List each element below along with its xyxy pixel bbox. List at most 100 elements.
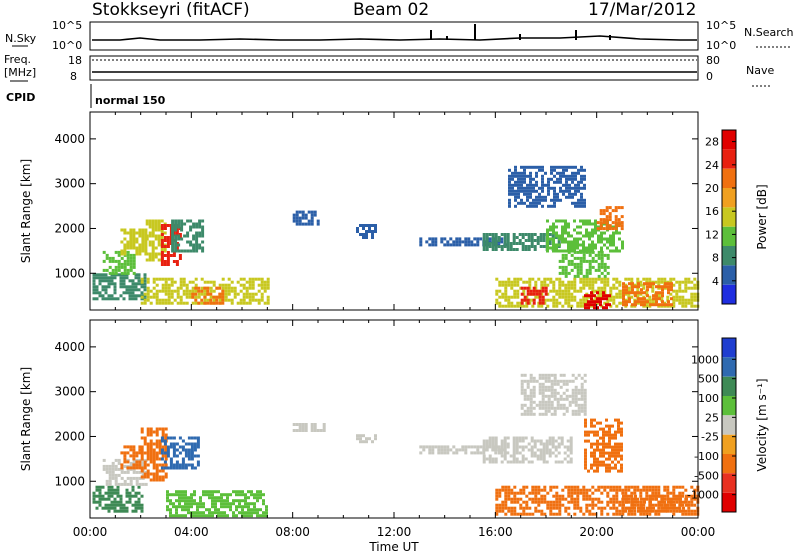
power-cell <box>608 215 612 219</box>
velocity-cell <box>556 382 560 386</box>
velocity-cell <box>166 466 170 470</box>
power-cell <box>195 243 199 247</box>
power-cell <box>185 283 189 287</box>
velocity-cell <box>617 445 620 449</box>
power-cell <box>514 204 517 208</box>
velocity-cell <box>359 434 362 438</box>
power-cell <box>593 300 596 304</box>
power-cell <box>562 174 565 178</box>
velocity-cell <box>553 379 557 383</box>
velocity-cell <box>158 463 162 467</box>
power-cell <box>570 292 574 296</box>
power-cell <box>498 295 502 299</box>
power-cell <box>174 222 178 226</box>
power-cell <box>440 240 444 244</box>
power-cell <box>138 249 142 253</box>
velocity-cell <box>138 451 142 455</box>
power-cell <box>221 301 225 305</box>
power-cell <box>606 271 610 275</box>
power-cell <box>179 280 183 284</box>
power-cell <box>615 277 619 281</box>
power-cell <box>561 271 565 275</box>
velocity-cell <box>301 426 305 429</box>
velocity-cell <box>614 445 617 449</box>
power-cell <box>171 222 175 226</box>
power-cell <box>431 240 435 244</box>
power-cell <box>511 174 514 178</box>
power-cell <box>146 277 150 281</box>
power-cell <box>539 233 543 236</box>
velocity-cell <box>211 511 214 515</box>
velocity-cell <box>600 485 604 489</box>
velocity-cell <box>498 509 502 513</box>
power-cell <box>129 265 133 269</box>
velocity-cell <box>510 491 514 495</box>
power-cell <box>542 233 546 236</box>
power-cell <box>599 209 603 213</box>
nsky-tick-top: 10^5 <box>52 19 82 32</box>
power-cell <box>160 233 164 236</box>
power-cell <box>198 222 202 226</box>
velocity-cell <box>164 463 168 467</box>
velocity-cell <box>602 433 605 437</box>
power-cell <box>144 249 148 253</box>
power-cell <box>515 242 519 245</box>
velocity-cell <box>608 430 611 434</box>
velocity-cell <box>95 500 99 504</box>
velocity-cell <box>259 493 262 497</box>
power-cell <box>530 236 534 239</box>
velocity-cell <box>682 506 685 510</box>
velocity-cell <box>636 485 640 489</box>
velocity-cell <box>253 496 256 500</box>
velocity-cell <box>503 451 507 455</box>
velocity-cell <box>504 506 508 510</box>
nave-tick-bottom: 0 <box>706 70 713 83</box>
power-cell <box>260 283 264 287</box>
power-cell <box>643 300 646 304</box>
power-cell <box>295 222 299 226</box>
power-cell <box>605 303 608 307</box>
velocity-cell <box>566 439 570 443</box>
power-cell <box>132 234 136 238</box>
velocity-cell <box>211 496 214 500</box>
power-cell <box>655 303 658 307</box>
velocity-cell <box>513 491 517 495</box>
velocity-cell <box>152 460 156 464</box>
velocity-cell <box>658 503 661 507</box>
velocity-cell <box>553 412 557 416</box>
power-cell <box>511 171 514 175</box>
power-cell <box>585 250 589 254</box>
velocity-cell <box>675 509 679 513</box>
velocity-cell <box>190 466 194 470</box>
power-cell <box>194 283 198 287</box>
velocity-cell <box>608 445 611 449</box>
power-cell <box>579 219 582 223</box>
power-cell <box>573 298 577 302</box>
velocity-cell <box>570 491 574 495</box>
power-cell <box>582 283 586 287</box>
velocity-cell <box>564 485 568 489</box>
power-cell <box>596 221 600 225</box>
velocity-cell <box>670 503 673 507</box>
power-cell <box>597 240 600 244</box>
power-cell <box>514 183 517 187</box>
power-cell <box>634 285 637 289</box>
velocity-cell <box>541 412 545 416</box>
velocity-cell <box>633 485 637 489</box>
power-cell <box>564 249 567 253</box>
power-cell <box>570 262 574 266</box>
power-cell <box>517 195 520 199</box>
power-cell <box>224 292 228 296</box>
power-cell <box>687 277 691 281</box>
velocity-cell <box>579 491 583 495</box>
power-cell <box>605 297 608 301</box>
velocity-cell <box>617 442 620 446</box>
power-cell <box>573 286 577 290</box>
velocity-cell <box>651 509 655 513</box>
power-cell <box>169 254 173 257</box>
velocity-cell <box>155 439 159 443</box>
velocity-cell <box>645 512 649 516</box>
power-cell <box>571 165 574 169</box>
power-cell <box>506 239 510 242</box>
power-cell <box>555 304 559 308</box>
